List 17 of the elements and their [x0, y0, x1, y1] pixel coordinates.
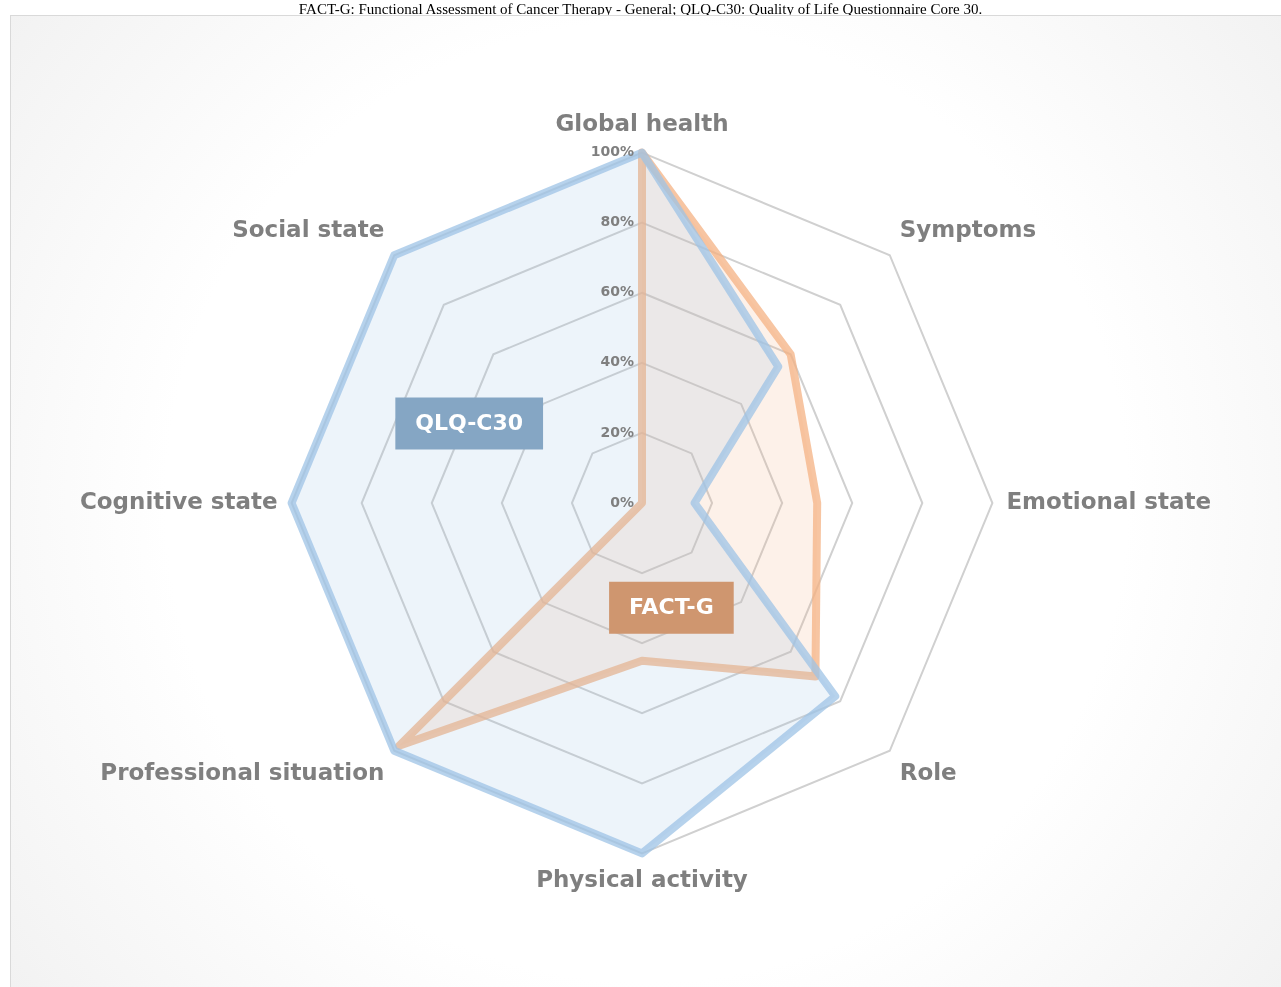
series-label: QLQ-C30	[415, 410, 524, 436]
y-tick-label: 80%	[600, 213, 634, 230]
spoke-label: Social state	[232, 216, 385, 243]
spoke-label: Cognitive state	[79, 487, 278, 514]
series-label: FACT-G	[629, 594, 714, 620]
y-tick-label: 100%	[590, 143, 634, 160]
y-tick-label: 20%	[600, 423, 634, 440]
spoke-label: Emotional state	[1006, 487, 1212, 514]
y-tick-label: 60%	[600, 283, 634, 300]
y-tick-label: 40%	[600, 353, 634, 370]
spoke-label: Symptoms	[899, 216, 1037, 243]
spoke-label: Global health	[555, 109, 729, 136]
text: FACT-G: Functional Assessment of Cancer Therapy - General; QLQ-C30: Quality of Life Questionnaire Core 30.	[297, 0, 984, 19]
spoke-label: Professional situation	[100, 759, 385, 786]
y-tick-label: 0%	[610, 493, 634, 510]
spoke-label: Role	[899, 759, 957, 786]
spoke-label: Physical activity	[536, 866, 748, 893]
